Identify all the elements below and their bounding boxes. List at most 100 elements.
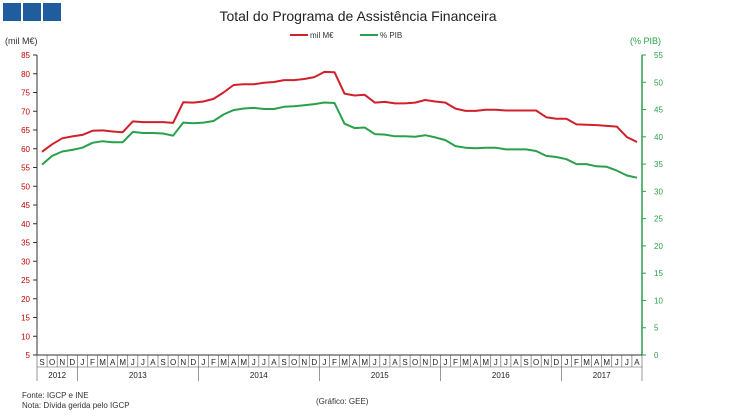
right-tick-label: 40 (654, 133, 663, 142)
month-label: N (59, 358, 65, 367)
month-label: D (190, 358, 196, 367)
month-label: J (141, 358, 145, 367)
month-label: A (150, 358, 156, 367)
right-tick-label: 10 (654, 296, 663, 305)
right-axis-label: (% PIB) (630, 36, 661, 46)
month-label: F (90, 358, 95, 367)
month-label: J (383, 358, 387, 367)
left-tick-label: 65 (21, 126, 30, 135)
axes (36, 55, 643, 356)
logo-block (3, 3, 21, 21)
series-line-pct-pib (41, 101, 638, 179)
right-tick-label: 55 (654, 51, 663, 60)
year-label: 2016 (492, 371, 510, 380)
month-label: O (291, 358, 297, 367)
month-label: A (110, 358, 116, 367)
left-axis-label: (mil M€) (5, 36, 38, 46)
left-tick-label: 50 (21, 182, 30, 191)
right-tick-label: 30 (654, 187, 663, 196)
month-label: A (594, 358, 600, 367)
month-label: S (281, 358, 286, 367)
year-label: 2012 (48, 371, 66, 380)
left-tick-label: 25 (21, 276, 30, 285)
left-tick-label: 30 (21, 257, 30, 266)
source-note: Fonte: IGCP e INE (22, 391, 89, 400)
month-label: J (504, 358, 508, 367)
month-label: A (634, 358, 640, 367)
month-label: A (513, 358, 519, 367)
right-tick-label: 15 (654, 269, 663, 278)
year-label: 2015 (371, 371, 389, 380)
left-tick-label: 45 (21, 201, 30, 210)
right-tick-label: 20 (654, 242, 663, 251)
month-label: J (262, 358, 266, 367)
right-tick-label: 50 (654, 78, 663, 87)
month-label: J (494, 358, 498, 367)
left-tick-label: 15 (21, 314, 30, 323)
series-line-mil-meur (41, 70, 638, 153)
left-tick-label: 80 (21, 70, 30, 79)
left-axis-ticks: 5 10 15 20 25 30 35 40 45 50 55 60 65 70 75 80 85 (21, 51, 37, 360)
month-label: J (373, 358, 377, 367)
month-label: M (240, 358, 247, 367)
month-label: A (473, 358, 479, 367)
month-label: M (119, 358, 126, 367)
month-label: J (201, 358, 205, 367)
month-label: N (543, 358, 549, 367)
month-label: N (422, 358, 428, 367)
month-label: J (615, 358, 619, 367)
month-label: F (211, 358, 216, 367)
month-label: M (462, 358, 469, 367)
chart-credit: (Gráfico: GEE) (316, 397, 369, 406)
right-tick-label: 5 (654, 324, 659, 333)
footnote: Nota: Dívida gerida pelo IGCP (22, 401, 130, 410)
left-tick-label: 70 (21, 107, 30, 116)
month-label: D (432, 358, 438, 367)
legend-label-mil: mil M€ (310, 31, 334, 40)
right-tick-label: 25 (654, 215, 663, 224)
month-label: S (523, 358, 528, 367)
month-label: A (352, 358, 358, 367)
month-label: F (453, 358, 458, 367)
left-tick-label: 85 (21, 51, 30, 60)
right-axis-ticks: 0 5 10 15 20 25 30 35 40 45 50 55 (642, 51, 663, 360)
logo (3, 3, 61, 21)
month-label: S (39, 358, 44, 367)
month-label: J (564, 358, 568, 367)
month-label: A (271, 358, 277, 367)
month-label: F (574, 358, 579, 367)
month-label: M (583, 358, 590, 367)
month-label: D (69, 358, 75, 367)
month-label: M (361, 358, 368, 367)
year-label: 2014 (250, 371, 268, 380)
month-label: N (180, 358, 186, 367)
month-label: J (131, 358, 135, 367)
month-label: D (553, 358, 559, 367)
month-label: N (301, 358, 307, 367)
series-lines (41, 70, 638, 179)
month-label: S (402, 358, 407, 367)
month-label: O (170, 358, 176, 367)
year-label: 2013 (129, 371, 147, 380)
month-label: M (220, 358, 227, 367)
month-label: J (443, 358, 447, 367)
month-label: A (231, 358, 237, 367)
logo-block (23, 3, 41, 21)
left-tick-label: 20 (21, 295, 30, 304)
chart-title: Total do Programa de Assistência Finance… (219, 8, 496, 24)
month-label: O (533, 358, 539, 367)
left-tick-label: 5 (26, 351, 31, 360)
month-label: M (603, 358, 610, 367)
month-label: M (482, 358, 489, 367)
left-tick-label: 10 (21, 332, 30, 341)
legend: mil M€ % PIB (290, 31, 402, 40)
left-tick-label: 60 (21, 145, 30, 154)
month-label: O (49, 358, 55, 367)
month-label: F (332, 358, 337, 367)
right-tick-label: 45 (654, 106, 663, 115)
legend-label-pib: % PIB (380, 31, 402, 40)
logo-block (43, 3, 61, 21)
month-label: M (341, 358, 348, 367)
